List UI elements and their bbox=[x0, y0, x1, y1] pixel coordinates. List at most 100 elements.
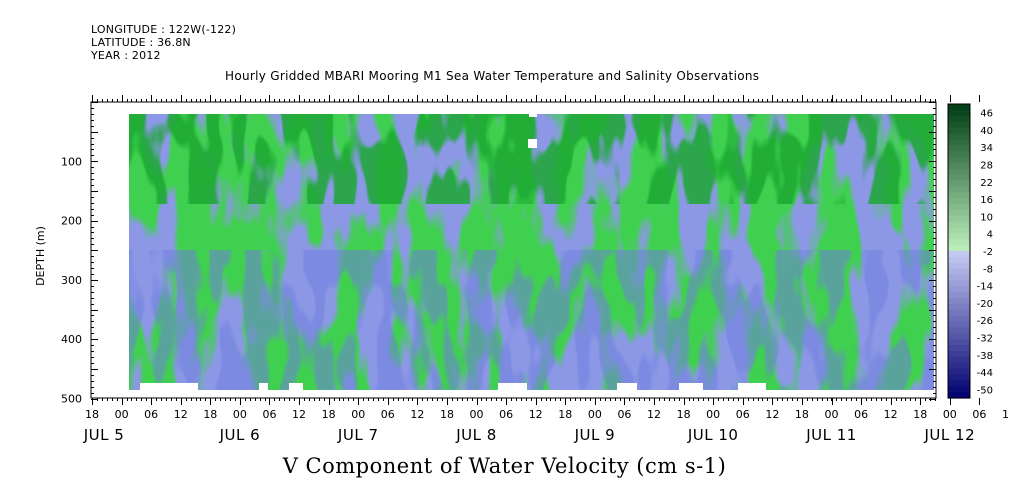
x-hour-tick-label: 06 bbox=[144, 408, 158, 421]
colorbar-swatch bbox=[948, 327, 970, 334]
colorbar-swatch bbox=[948, 321, 970, 329]
colorbar-frame bbox=[947, 103, 971, 399]
colorbar-swatch bbox=[948, 127, 970, 134]
colorbar-swatch bbox=[948, 174, 970, 182]
colorbar-label: 10 bbox=[980, 212, 993, 223]
x-hour-tick-label: 00 bbox=[233, 408, 247, 421]
x-hour-tick-label: 18 bbox=[795, 408, 809, 421]
colorbar-swatch bbox=[948, 333, 970, 340]
colorbar-swatch bbox=[948, 104, 970, 111]
y-tick-label: 300 bbox=[61, 274, 82, 287]
colorbar-swatch bbox=[948, 374, 970, 381]
colorbar-swatch bbox=[948, 268, 970, 276]
x-hour-tick-label: 12 bbox=[174, 408, 188, 421]
y-tick-label: 200 bbox=[61, 215, 82, 228]
colorbar-swatch bbox=[948, 162, 970, 170]
x-hour-tick-label: 18 bbox=[677, 408, 691, 421]
colorbar-swatch bbox=[948, 368, 970, 376]
colorbar-swatch bbox=[948, 209, 970, 217]
colorbar-swatch bbox=[948, 139, 970, 146]
x-hour-tick-label: 06 bbox=[499, 408, 513, 421]
x-hour-tick-label: 12 bbox=[1002, 408, 1009, 421]
colorbar-swatch bbox=[948, 221, 970, 229]
colorbar-label: 16 bbox=[980, 195, 993, 206]
colorbar-swatch bbox=[948, 362, 970, 370]
colorbar-swatch bbox=[948, 239, 970, 246]
colorbar-swatch bbox=[948, 156, 970, 164]
x-hour-tick-label: 00 bbox=[588, 408, 602, 421]
x-hour-tick-label: 06 bbox=[972, 408, 986, 421]
x-hour-tick-label: 00 bbox=[470, 408, 484, 421]
colorbar-swatch bbox=[948, 186, 970, 193]
colorbar-swatch bbox=[948, 315, 970, 323]
variable-title: V Component of Water Velocity (cm s-1) bbox=[282, 454, 727, 478]
x-day-label: JUL 6 bbox=[219, 426, 261, 444]
x-hour-tick-label: 06 bbox=[262, 408, 276, 421]
colorbar-swatch bbox=[948, 292, 970, 299]
colorbar-swatch bbox=[948, 286, 970, 293]
year-label: YEAR : 2012 bbox=[91, 49, 161, 62]
gap-top bbox=[529, 112, 537, 117]
colorbar-swatch bbox=[948, 145, 970, 152]
colorbar-swatch bbox=[948, 121, 970, 129]
colorbar-label: -44 bbox=[977, 368, 993, 379]
colorbar-swatch bbox=[948, 245, 970, 252]
colorbar-label: 28 bbox=[980, 161, 993, 172]
colorbar-swatch bbox=[948, 251, 970, 258]
colorbar-swatch bbox=[948, 168, 970, 176]
x-hour-tick-label: 06 bbox=[381, 408, 395, 421]
colorbar-swatch bbox=[948, 198, 970, 205]
gap-square bbox=[528, 139, 537, 148]
colorbar-label: -38 bbox=[977, 351, 993, 362]
gap-bottom-2 bbox=[259, 383, 268, 390]
colorbar-swatch bbox=[948, 274, 970, 281]
longitude-label: LONGITUDE : 122W(-122) bbox=[91, 23, 237, 36]
colorbar-swatch bbox=[948, 227, 970, 234]
colorbar-swatch bbox=[948, 345, 970, 352]
x-hour-tick-label: 18 bbox=[913, 408, 927, 421]
y-axis-title: DEPTH (m) bbox=[34, 226, 47, 286]
x-day-label: JUL 11 bbox=[805, 426, 857, 444]
x-hour-tick-label: 18 bbox=[322, 408, 336, 421]
colorbar-swatch bbox=[948, 350, 970, 358]
x-day-label: JUL 5 bbox=[83, 426, 125, 444]
x-hour-tick-label: 06 bbox=[854, 408, 868, 421]
colorbar-label: -26 bbox=[977, 316, 993, 327]
colorbar-swatch bbox=[948, 262, 970, 270]
x-hour-tick-label: 00 bbox=[115, 408, 129, 421]
x-hour-tick-label: 12 bbox=[647, 408, 661, 421]
x-hour-tick-label: 12 bbox=[292, 408, 306, 421]
x-hour-tick-label: 00 bbox=[351, 408, 365, 421]
gap-bottom-6 bbox=[679, 383, 703, 390]
chart-title: Hourly Gridded MBARI Mooring M1 Sea Wate… bbox=[225, 69, 760, 83]
colorbar-swatch bbox=[948, 115, 970, 123]
colorbar-swatch bbox=[948, 356, 970, 364]
colorbar-swatch bbox=[948, 215, 970, 223]
y-tick-label: 100 bbox=[61, 155, 82, 168]
colorbar-label: -8 bbox=[983, 264, 993, 275]
x-major-ticks: 18 00 06 12 18 00 06 12 18 00 06 12 18 00 06 12 18 00 06 12… bbox=[83, 95, 1009, 444]
colorbar-swatch bbox=[948, 192, 970, 199]
colorbar-swatch bbox=[948, 392, 970, 399]
colorbar-label: 4 bbox=[987, 230, 993, 241]
x-hour-tick-label: 00 bbox=[943, 408, 957, 421]
field-deep-negative-layer bbox=[129, 250, 934, 390]
gap-bottom-4 bbox=[498, 383, 527, 390]
x-hour-tick-label: 06 bbox=[736, 408, 750, 421]
x-hour-tick-label: 06 bbox=[617, 408, 631, 421]
gap-bottom-3 bbox=[289, 383, 303, 390]
colorbar-label: -14 bbox=[977, 282, 993, 293]
colorbar-swatch bbox=[948, 233, 970, 240]
colorbar-label: -20 bbox=[977, 299, 993, 310]
x-hour-tick-label: 18 bbox=[558, 408, 572, 421]
colorbar-swatch bbox=[948, 109, 970, 117]
x-day-label: JUL 12 bbox=[924, 426, 976, 444]
y-axis-ticks: 100 200 300 400 500 bbox=[61, 102, 936, 406]
x-day-label: JUL 7 bbox=[337, 426, 379, 444]
x-hour-tick-label: 18 bbox=[203, 408, 217, 421]
x-hour-tick-label: 18 bbox=[440, 408, 454, 421]
field-strong-positive-layer bbox=[129, 114, 934, 204]
colorbar-swatch bbox=[948, 309, 970, 317]
x-hour-tick-label: 00 bbox=[825, 408, 839, 421]
colorbar-swatch bbox=[948, 298, 970, 305]
